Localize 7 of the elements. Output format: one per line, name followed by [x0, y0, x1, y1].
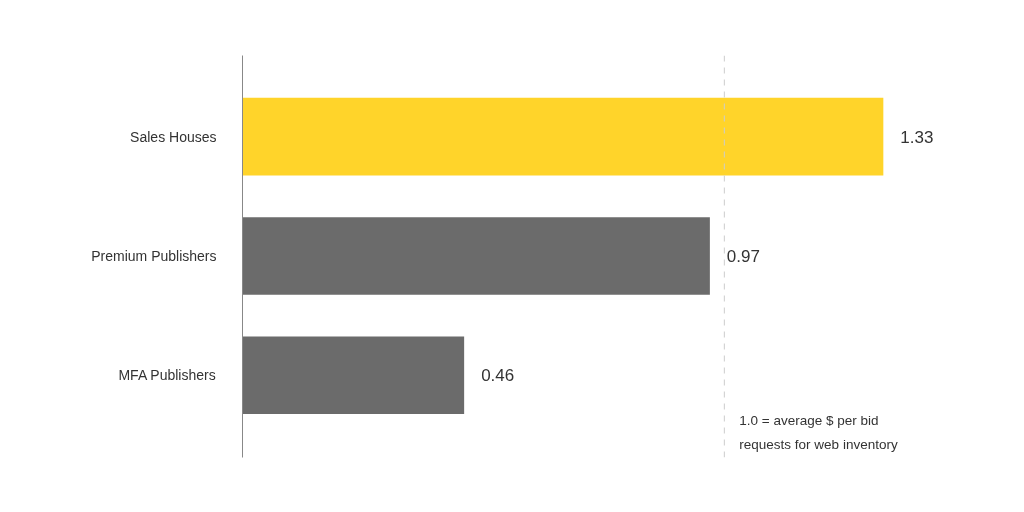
- data-label: 0.97: [726, 246, 760, 266]
- y-tick-label: Premium Publishers: [91, 247, 217, 264]
- data-label: 0.46: [481, 366, 515, 386]
- ref-line-label: 1.0 = average $ per bid requests for web inventory: [739, 413, 898, 452]
- y-tick-label: MFA Publishers: [118, 367, 216, 384]
- data-label: 1.33: [900, 127, 934, 147]
- y-tick-label: Sales Houses: [130, 128, 217, 145]
